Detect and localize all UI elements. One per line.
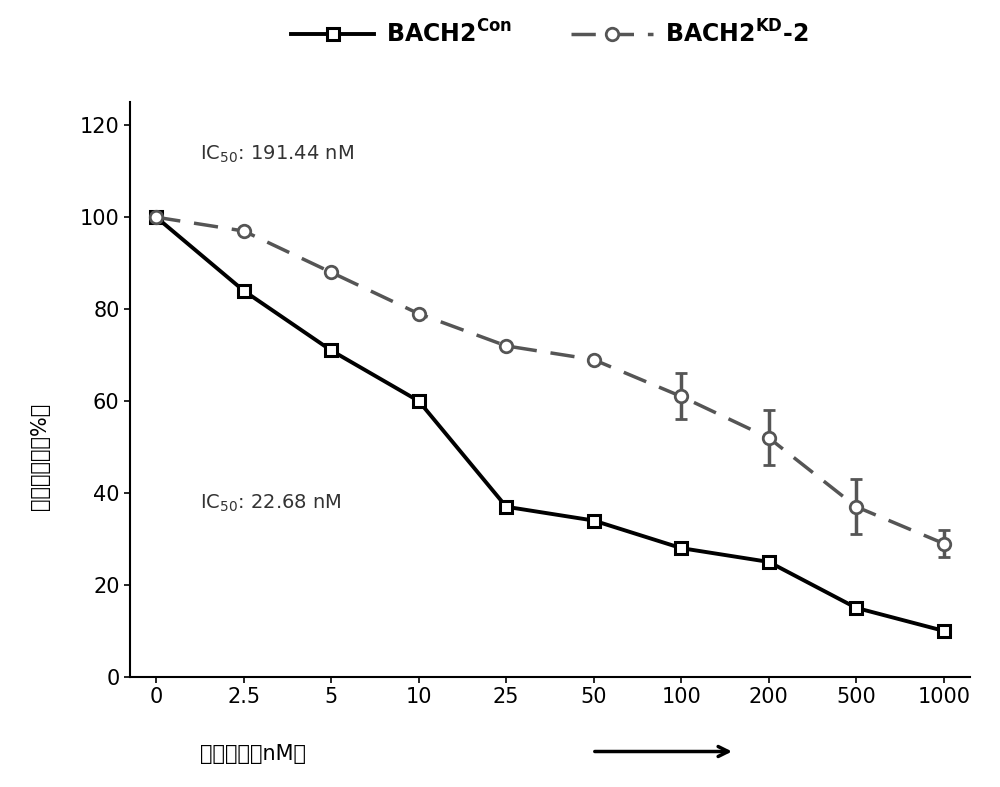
Text: IC$_{50}$: 22.68 nM: IC$_{50}$: 22.68 nM bbox=[200, 493, 342, 514]
Text: 药物浓度（nM）: 药物浓度（nM） bbox=[200, 744, 306, 763]
Text: 细胞存活率（%）: 细胞存活率（%） bbox=[30, 403, 50, 510]
Legend: BACH2$^{\mathregular{Con}}$, BACH2$^{\mathregular{KD}}$-2: BACH2$^{\mathregular{Con}}$, BACH2$^{\ma… bbox=[282, 11, 818, 57]
Text: IC$_{50}$: 191.44 nM: IC$_{50}$: 191.44 nM bbox=[200, 144, 354, 165]
